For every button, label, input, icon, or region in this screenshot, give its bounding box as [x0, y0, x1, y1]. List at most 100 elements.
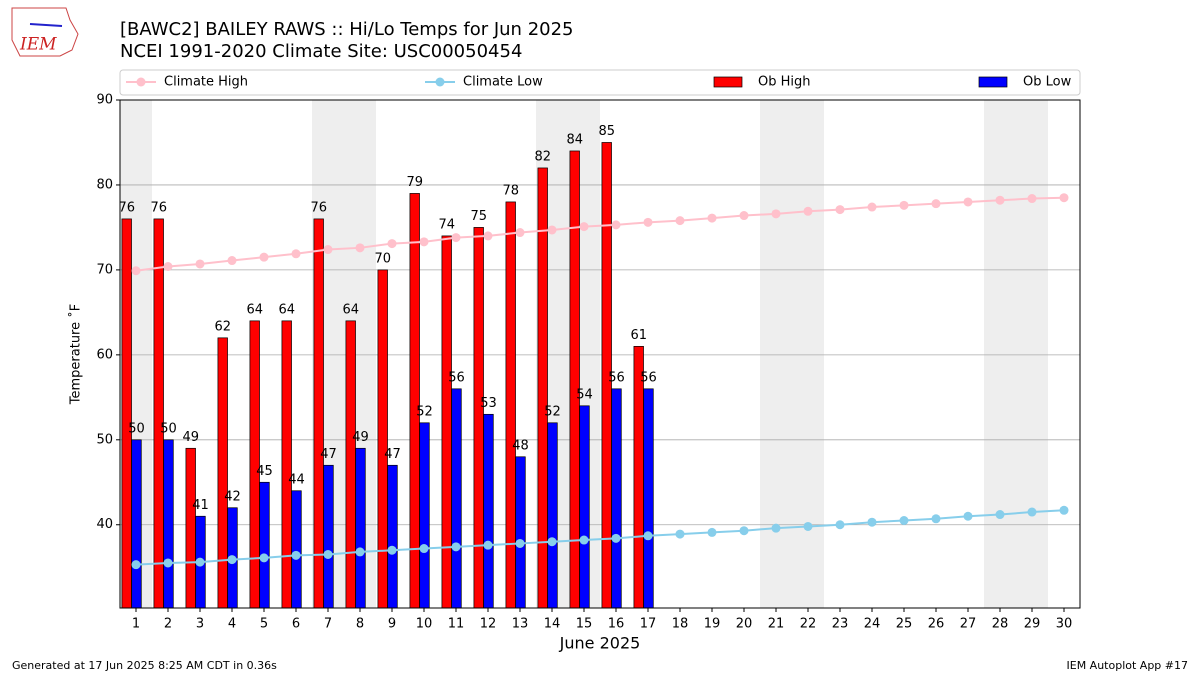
data-label: 84 [566, 132, 583, 147]
data-label: 52 [544, 404, 561, 419]
weekend-shade [984, 100, 1016, 608]
point [419, 544, 429, 554]
data-label: 56 [608, 370, 625, 385]
data-label: 75 [470, 209, 487, 224]
bar [419, 422, 430, 609]
point [387, 545, 397, 555]
point [1027, 194, 1037, 204]
point [803, 206, 813, 216]
point [451, 233, 461, 243]
legend-marker [136, 77, 146, 87]
point [675, 216, 685, 226]
chart-title: [BAWC2] BAILEY RAWS :: Hi/Lo Temps for J… [120, 19, 574, 40]
point [131, 266, 141, 276]
data-label: 56 [640, 370, 657, 385]
y-tick-label: 50 [96, 432, 113, 447]
bar [483, 413, 494, 609]
line [135, 196, 1065, 272]
point [323, 549, 333, 559]
x-tick-label: 15 [576, 617, 593, 632]
data-label: 78 [502, 183, 519, 198]
data-label: 53 [480, 396, 497, 411]
point [1059, 505, 1069, 515]
bar [633, 346, 644, 609]
point [291, 249, 301, 259]
data-label: 64 [342, 302, 359, 317]
x-tick-label: 9 [388, 617, 396, 632]
x-tick-label: 6 [292, 617, 300, 632]
bar [131, 439, 142, 609]
bar [547, 422, 558, 609]
x-tick-label: 22 [800, 617, 817, 632]
point [931, 514, 941, 524]
bar [313, 218, 324, 609]
point [867, 202, 877, 212]
point [387, 239, 397, 249]
point [899, 516, 909, 526]
point [835, 520, 845, 530]
x-tick-label: 21 [768, 617, 785, 632]
y-tick-label: 90 [96, 93, 113, 108]
bar [291, 490, 302, 609]
point [259, 553, 269, 563]
legend-swatch [713, 76, 743, 88]
bar [323, 464, 334, 609]
plot-frame [119, 99, 1081, 609]
data-label: 62 [214, 319, 231, 334]
point [483, 540, 493, 550]
point [451, 542, 461, 552]
point [707, 213, 717, 223]
point [643, 531, 653, 541]
point [611, 220, 621, 230]
data-label: 70 [374, 251, 391, 266]
y-tick-label: 40 [96, 517, 113, 532]
point [195, 259, 205, 269]
bar [355, 447, 366, 609]
point [675, 529, 685, 539]
data-label: 47 [384, 447, 401, 462]
point [899, 200, 909, 210]
bar [505, 201, 516, 609]
point [355, 243, 365, 253]
bar [611, 388, 622, 609]
bar [515, 456, 526, 609]
x-axis-label: June 2025 [559, 634, 641, 653]
point [707, 527, 717, 537]
point [195, 557, 205, 567]
point [515, 228, 525, 238]
point [483, 231, 493, 241]
logo-line [29, 23, 63, 27]
chart-subtitle: NCEI 1991-2020 Climate Site: USC00050454 [120, 41, 522, 62]
point [227, 256, 237, 266]
point [995, 510, 1005, 520]
data-label: 76 [310, 200, 327, 215]
legend-label: Climate High [164, 75, 248, 90]
data-label: 47 [320, 447, 337, 462]
bar [387, 464, 398, 609]
point [771, 523, 781, 533]
point [771, 209, 781, 219]
data-label: 44 [288, 472, 305, 487]
x-tick-label: 4 [228, 617, 236, 632]
bar [473, 227, 484, 609]
x-tick-label: 14 [544, 617, 561, 632]
data-label: 41 [192, 498, 209, 513]
bar [217, 337, 228, 609]
point [227, 555, 237, 565]
point [963, 197, 973, 207]
bar [153, 218, 164, 609]
point [579, 222, 589, 232]
legend-swatch [978, 76, 1008, 88]
point [739, 526, 749, 536]
point [1059, 193, 1069, 203]
x-tick-label: 1 [132, 617, 140, 632]
bar [579, 405, 590, 609]
x-tick-label: 26 [928, 617, 945, 632]
footer-left: Generated at 17 Jun 2025 8:25 AM CDT in … [12, 659, 277, 672]
line [135, 509, 1065, 566]
point [803, 521, 813, 531]
data-label: 56 [448, 370, 465, 385]
point [579, 535, 589, 545]
y-tick-label: 70 [96, 262, 113, 277]
